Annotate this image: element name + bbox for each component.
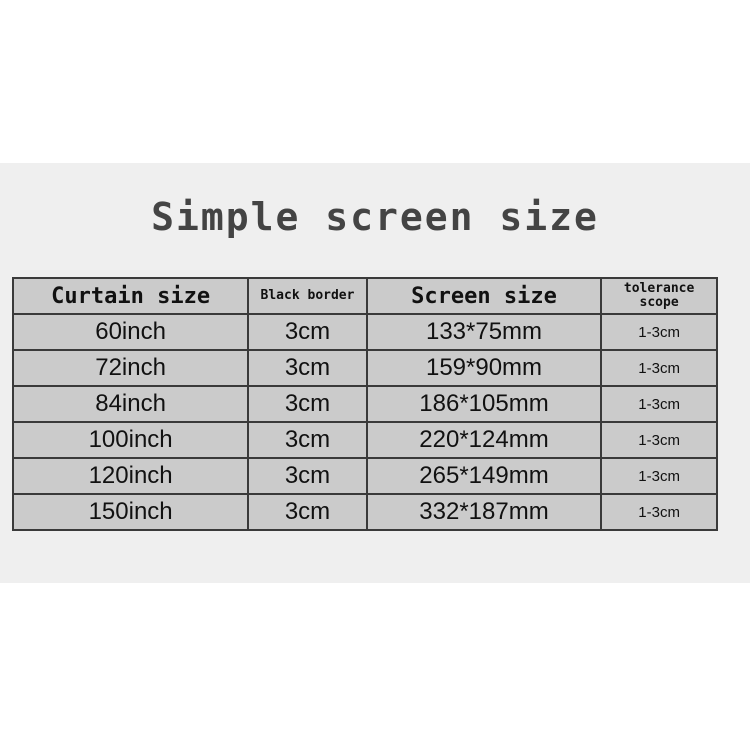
screen-size-cell: 186*105mm [365, 385, 603, 423]
page-title: Simple screen size [151, 195, 599, 239]
table-row: 150inch 3cm 332*187mm 1-3cm [11, 493, 718, 531]
tolerance-cell: 1-3cm [600, 385, 718, 423]
screen-size-table: Curtain size Black border Screen size to… [11, 277, 718, 531]
header-black-border: Black border [247, 277, 368, 315]
table-header-row: Curtain size Black border Screen size to… [11, 277, 718, 315]
tolerance-cell: 1-3cm [600, 421, 718, 459]
header-screen-size: Screen size [365, 277, 603, 315]
screen-size-cell: 332*187mm [365, 493, 603, 531]
table-row: 72inch 3cm 159*90mm 1-3cm [11, 349, 718, 387]
black-border-cell: 3cm [247, 493, 368, 531]
curtain-size-cell: 60inch [11, 313, 250, 351]
screen-size-cell: 159*90mm [365, 349, 603, 387]
curtain-size-cell: 72inch [11, 349, 250, 387]
table-row: 84inch 3cm 186*105mm 1-3cm [11, 385, 718, 423]
black-border-cell: 3cm [247, 349, 368, 387]
tolerance-cell: 1-3cm [600, 349, 718, 387]
curtain-size-cell: 84inch [11, 385, 250, 423]
screen-size-cell: 265*149mm [365, 457, 603, 495]
black-border-cell: 3cm [247, 385, 368, 423]
header-curtain-size: Curtain size [11, 277, 250, 315]
black-border-cell: 3cm [247, 421, 368, 459]
black-border-cell: 3cm [247, 313, 368, 351]
tolerance-cell: 1-3cm [600, 493, 718, 531]
curtain-size-cell: 120inch [11, 457, 250, 495]
tolerance-cell: 1-3cm [600, 457, 718, 495]
screen-size-cell: 133*75mm [365, 313, 603, 351]
table-row: 100inch 3cm 220*124mm 1-3cm [11, 421, 718, 459]
screen-size-cell: 220*124mm [365, 421, 603, 459]
black-border-cell: 3cm [247, 457, 368, 495]
curtain-size-cell: 100inch [11, 421, 250, 459]
table-row: 60inch 3cm 133*75mm 1-3cm [11, 313, 718, 351]
tolerance-cell: 1-3cm [600, 313, 718, 351]
table-row: 120inch 3cm 265*149mm 1-3cm [11, 457, 718, 495]
header-tolerance-scope: tolerance scope [600, 277, 718, 315]
curtain-size-cell: 150inch [11, 493, 250, 531]
